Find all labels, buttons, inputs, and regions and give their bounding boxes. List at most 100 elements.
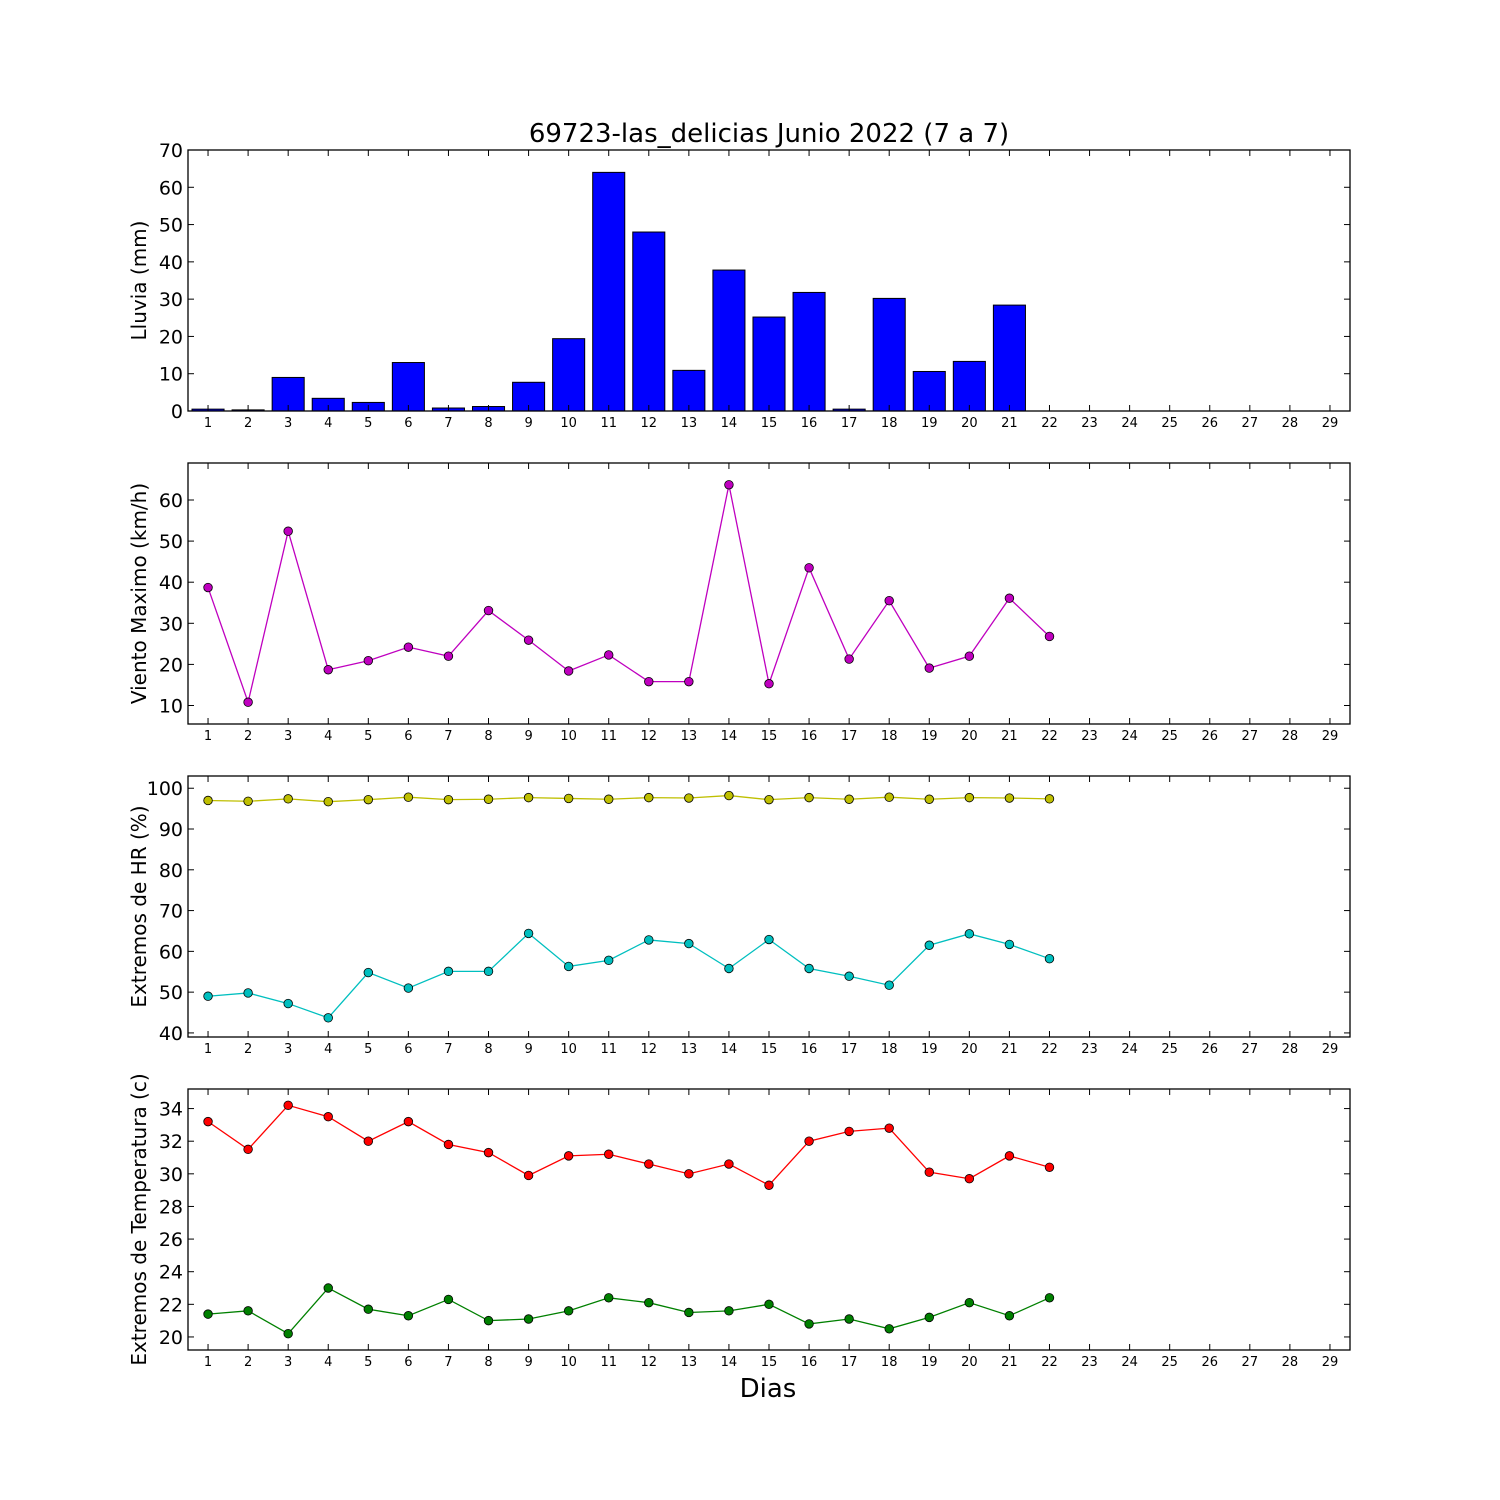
series-line-1 [208, 794, 1050, 803]
x-tick-label: 7 [444, 1042, 452, 1057]
bar [632, 231, 666, 412]
data-point [523, 1314, 534, 1324]
data-point [884, 595, 894, 606]
x-tick-label: 10 [560, 729, 577, 744]
data-point [804, 1319, 814, 1329]
x-tick-label: 23 [1081, 729, 1098, 744]
data-point [924, 1312, 934, 1323]
y-tick-label: 0 [171, 401, 183, 423]
x-tick-label: 8 [484, 416, 492, 431]
x-tick-label: 24 [1121, 1355, 1138, 1370]
x-tick-label: 18 [881, 1042, 898, 1057]
data-point [644, 935, 654, 945]
data-point [844, 971, 854, 981]
x-tick-label: 19 [921, 416, 938, 431]
data-point [724, 480, 734, 490]
data-point [443, 966, 454, 977]
x-tick-label: 11 [600, 416, 617, 431]
x-tick-label: 25 [1161, 729, 1178, 744]
y-tick-label: 70 [159, 140, 183, 162]
data-point [604, 955, 614, 966]
x-tick-label: 13 [681, 1355, 698, 1370]
bar [912, 370, 946, 412]
x-tick-label: 2 [244, 1042, 252, 1057]
data-point [563, 1306, 574, 1316]
data-point [604, 1293, 614, 1303]
data-point [523, 1170, 534, 1181]
x-tick-label: 28 [1282, 729, 1299, 744]
x-tick-label: 16 [801, 1355, 818, 1370]
data-point [243, 1306, 253, 1316]
y-tick-label: 70 [159, 901, 183, 923]
data-point [684, 676, 694, 687]
data-point [804, 563, 814, 573]
data-point [283, 1328, 293, 1339]
data-point [764, 794, 774, 805]
x-tick-label: 3 [284, 1042, 292, 1057]
y-tick-label: 80 [159, 860, 183, 882]
x-tick-label: 27 [1242, 729, 1259, 744]
data-point [323, 796, 333, 807]
y-axis-label: Viento Maximo (km/h) [127, 483, 151, 704]
bar [672, 369, 706, 412]
x-tick-label: 20 [961, 1042, 978, 1057]
data-point [764, 1299, 774, 1310]
x-tick-label: 5 [364, 729, 372, 744]
data-point [804, 1136, 814, 1146]
x-tick-label: 28 [1282, 1355, 1299, 1370]
y-tick-label: 34 [159, 1099, 183, 1121]
x-tick-label: 26 [1201, 1042, 1218, 1057]
data-point [283, 794, 293, 804]
data-point [884, 792, 894, 802]
y-tick-label: 100 [147, 778, 183, 800]
data-point [844, 794, 854, 804]
y-tick-label: 26 [159, 1229, 183, 1251]
data-point [804, 963, 814, 974]
data-point [403, 1311, 414, 1321]
data-point [644, 1297, 654, 1308]
x-tick-label: 21 [1001, 1355, 1018, 1370]
x-tick-label: 21 [1001, 1042, 1018, 1057]
data-point [523, 928, 534, 939]
data-point [924, 663, 934, 673]
y-tick-label: 90 [159, 819, 183, 841]
data-point [644, 792, 654, 803]
x-tick-label: 9 [524, 729, 532, 744]
data-point [403, 642, 414, 652]
bar [872, 297, 906, 412]
x-tick-label: 29 [1322, 1355, 1339, 1370]
x-tick-label: 22 [1041, 1042, 1058, 1057]
data-point [844, 1126, 854, 1137]
data-point [243, 697, 253, 707]
bar [592, 171, 626, 412]
data-point [844, 654, 854, 664]
data-point [443, 651, 454, 661]
x-tick-label: 3 [284, 1355, 292, 1370]
data-point [604, 794, 614, 804]
data-point [964, 651, 975, 661]
x-tick-label: 20 [961, 416, 978, 431]
series-line-2 [207, 1287, 1050, 1335]
data-point [884, 1123, 894, 1133]
y-tick-label: 22 [159, 1294, 183, 1316]
y-tick-label: 32 [159, 1131, 183, 1153]
x-tick-label: 8 [484, 729, 492, 744]
data-point [964, 792, 975, 803]
x-tick-label: 28 [1282, 1042, 1299, 1057]
y-tick-label: 50 [159, 982, 183, 1004]
plot-frame [187, 1088, 1351, 1351]
data-point [483, 794, 494, 804]
data-point [844, 1314, 854, 1324]
data-point [604, 650, 614, 660]
x-tick-label: 12 [641, 729, 658, 744]
data-point [203, 1116, 213, 1127]
data-point [1044, 1162, 1055, 1173]
x-tick-label: 18 [881, 416, 898, 431]
data-point [443, 1294, 454, 1305]
data-point [283, 1100, 293, 1111]
data-point [764, 679, 774, 689]
data-point [804, 792, 814, 803]
